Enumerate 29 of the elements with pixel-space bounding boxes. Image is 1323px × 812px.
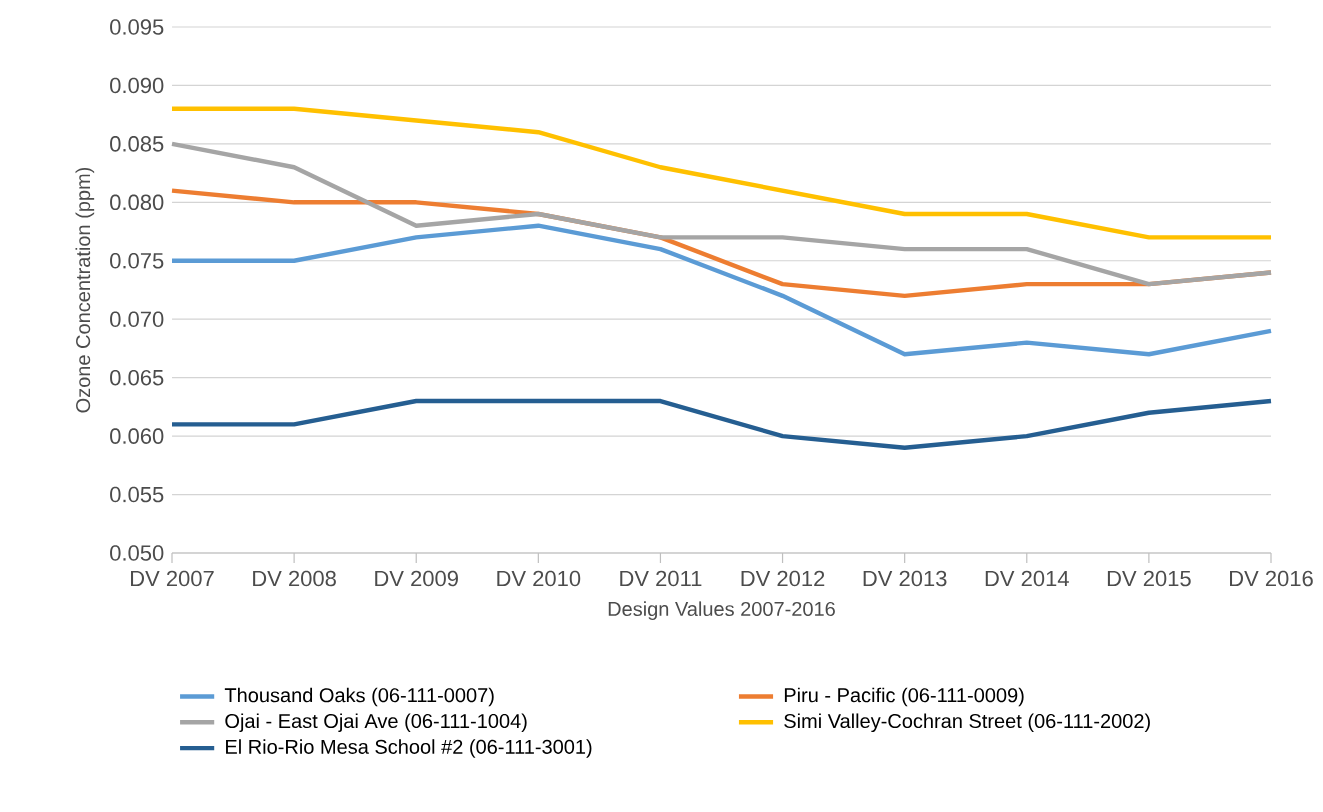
line-series bbox=[169, 141, 1274, 287]
legend-label: Ojai - East Ojai Ave (06-111-1004) bbox=[225, 713, 527, 733]
y-tick-label: 0.070 bbox=[110, 311, 164, 327]
y-tick-label: 0.090 bbox=[110, 77, 164, 94]
x-axis-title: Design Values 2007-2016 bbox=[608, 601, 835, 620]
y-tick-label: 0.065 bbox=[110, 369, 164, 386]
legend-label: Simi Valley-Cochran Street (06-111-2002) bbox=[784, 713, 1150, 733]
x-tick-label: DV 2016 bbox=[1230, 570, 1313, 587]
x-tick-label: DV 2013 bbox=[863, 570, 947, 587]
y-tick-label: 0.060 bbox=[110, 428, 164, 444]
x-tick-label: DV 2014 bbox=[985, 570, 1069, 587]
y-tick-label: 0.095 bbox=[110, 19, 164, 35]
x-tick-label: DV 2011 bbox=[620, 570, 702, 587]
line-series bbox=[169, 223, 1274, 357]
y-tick-label: 0.050 bbox=[110, 545, 164, 561]
legend-label: El Rio-Rio Mesa School #2 (06-111-3001) bbox=[226, 739, 592, 758]
y-tick-label: 0.085 bbox=[110, 136, 164, 152]
x-tick-label: DV 2009 bbox=[375, 570, 458, 587]
x-tick-label: DV 2007 bbox=[131, 570, 214, 587]
y-axis-title: Ozone Concentration (ppm) bbox=[75, 167, 95, 413]
legend-label: Piru - Pacific (06-111-0009) bbox=[784, 687, 1024, 707]
x-tick-label: DV 2010 bbox=[497, 570, 581, 587]
x-tick-label: DV 2008 bbox=[253, 570, 336, 587]
y-tick-label: 0.075 bbox=[110, 253, 164, 269]
legend-label: Thousand Oaks (06-111-0007) bbox=[224, 687, 494, 707]
x-tick-label: DV 2015 bbox=[1107, 570, 1191, 587]
y-tick-label: 0.080 bbox=[110, 194, 164, 211]
y-tick-label: 0.055 bbox=[110, 486, 164, 503]
x-tick-label: DV 2012 bbox=[741, 570, 825, 587]
